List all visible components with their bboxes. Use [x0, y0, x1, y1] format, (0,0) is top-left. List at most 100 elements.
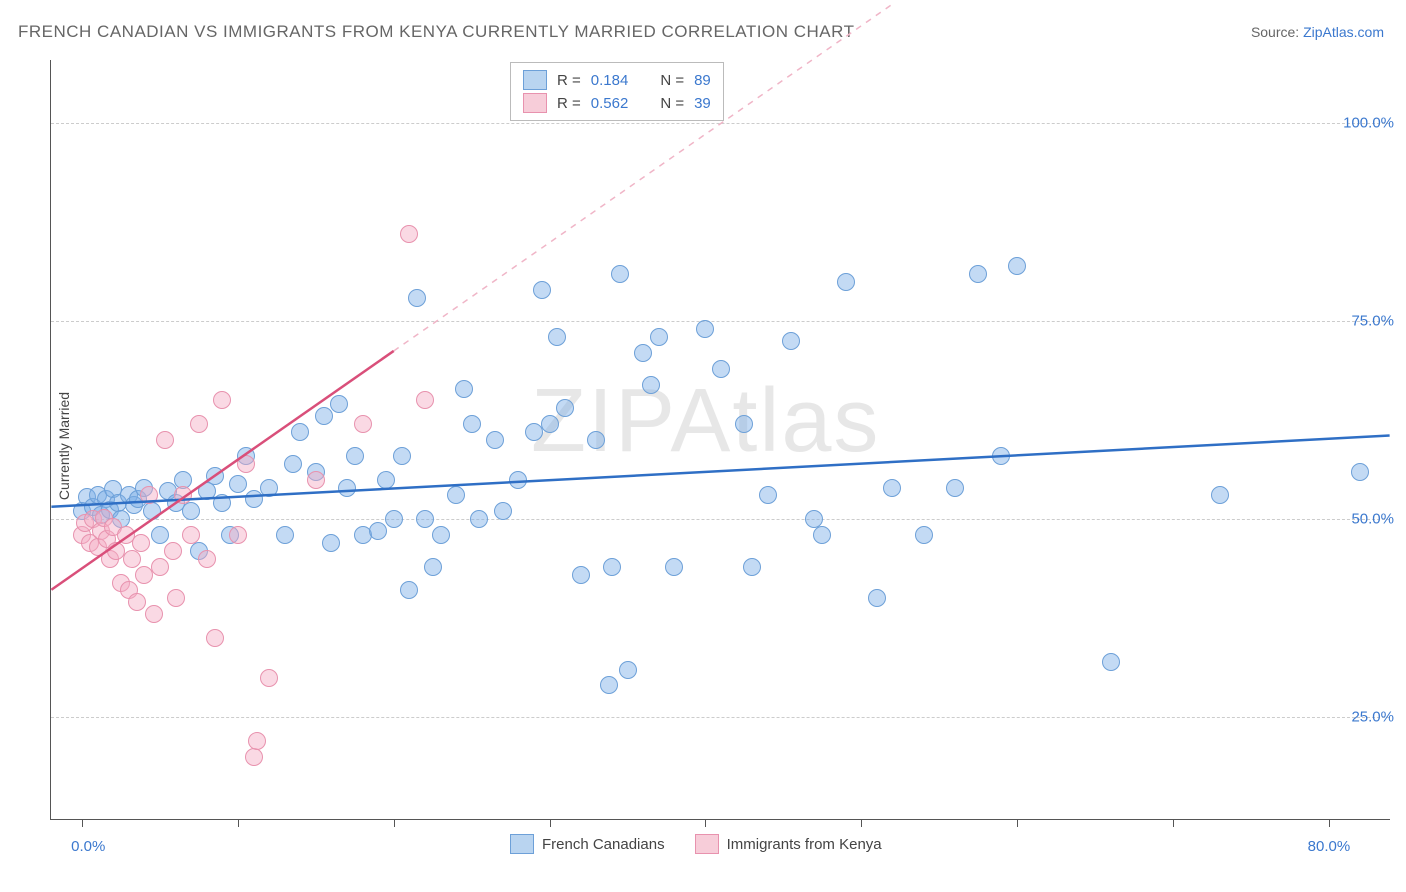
data-point: [322, 534, 340, 552]
data-point: [642, 376, 660, 394]
data-point: [696, 320, 714, 338]
data-point: [123, 550, 141, 568]
legend-label: Immigrants from Kenya: [727, 836, 882, 853]
data-point: [151, 526, 169, 544]
data-point: [416, 510, 434, 528]
data-point: [128, 593, 146, 611]
data-point: [992, 447, 1010, 465]
data-point: [330, 395, 348, 413]
data-point: [276, 526, 294, 544]
data-point: [174, 486, 192, 504]
data-point: [377, 471, 395, 489]
legend-label: French Canadians: [542, 836, 665, 853]
data-point: [182, 526, 200, 544]
data-point: [416, 391, 434, 409]
data-point: [735, 415, 753, 433]
data-point: [156, 431, 174, 449]
data-point: [883, 479, 901, 497]
data-point: [603, 558, 621, 576]
data-point: [245, 748, 263, 766]
gridline-h: [51, 321, 1390, 322]
legend-row: R = 0.562N = 39: [523, 93, 711, 113]
data-point: [315, 407, 333, 425]
data-point: [338, 479, 356, 497]
x-tick: [394, 819, 395, 827]
legend-swatch: [695, 834, 719, 854]
data-point: [634, 344, 652, 362]
data-point: [260, 669, 278, 687]
data-point: [556, 399, 574, 417]
data-point: [470, 510, 488, 528]
data-point: [587, 431, 605, 449]
data-point: [291, 423, 309, 441]
data-point: [600, 676, 618, 694]
source-link[interactable]: ZipAtlas.com: [1303, 24, 1384, 40]
data-point: [969, 265, 987, 283]
data-point: [424, 558, 442, 576]
chart-title: FRENCH CANADIAN VS IMMIGRANTS FROM KENYA…: [18, 22, 854, 42]
data-point: [140, 486, 158, 504]
x-tick: [861, 819, 862, 827]
data-point: [541, 415, 559, 433]
data-point: [572, 566, 590, 584]
legend-swatch: [523, 70, 547, 90]
data-point: [455, 380, 473, 398]
chart-plot-area: ZIPAtlas: [50, 60, 1390, 820]
data-point: [164, 542, 182, 560]
correlation-legend: R = 0.184N = 89R = 0.562N = 39: [510, 62, 724, 121]
data-point: [206, 467, 224, 485]
gridline-h: [51, 123, 1390, 124]
data-point: [167, 589, 185, 607]
data-point: [145, 605, 163, 623]
data-point: [712, 360, 730, 378]
gridline-h: [51, 519, 1390, 520]
data-point: [743, 558, 761, 576]
data-point: [260, 479, 278, 497]
data-point: [248, 732, 266, 750]
data-point: [782, 332, 800, 350]
data-point: [509, 471, 527, 489]
trend-lines-layer: [51, 60, 1390, 819]
y-tick-label: 100.0%: [1343, 115, 1394, 132]
data-point: [151, 558, 169, 576]
data-point: [868, 589, 886, 607]
data-point: [759, 486, 777, 504]
series-legend: French Canadians Immigrants from Kenya: [510, 834, 882, 854]
data-point: [915, 526, 933, 544]
data-point: [1351, 463, 1369, 481]
data-point: [198, 550, 216, 568]
legend-item: Immigrants from Kenya: [695, 834, 882, 854]
watermark: ZIPAtlas: [531, 370, 880, 473]
data-point: [229, 475, 247, 493]
legend-swatch: [510, 834, 534, 854]
data-point: [813, 526, 831, 544]
data-point: [198, 482, 216, 500]
data-point: [284, 455, 302, 473]
data-point: [307, 471, 325, 489]
data-point: [1211, 486, 1229, 504]
gridline-h: [51, 717, 1390, 718]
data-point: [206, 629, 224, 647]
x-tick: [82, 819, 83, 827]
data-point: [346, 447, 364, 465]
data-point: [190, 415, 208, 433]
data-point: [400, 581, 418, 599]
x-tick: [705, 819, 706, 827]
data-point: [354, 415, 372, 433]
x-tick: [238, 819, 239, 827]
x-tick: [1017, 819, 1018, 827]
data-point: [611, 265, 629, 283]
data-point: [665, 558, 683, 576]
data-point: [369, 522, 387, 540]
data-point: [463, 415, 481, 433]
data-point: [946, 479, 964, 497]
data-point: [650, 328, 668, 346]
data-point: [486, 431, 504, 449]
data-point: [533, 281, 551, 299]
y-tick-label: 75.0%: [1351, 313, 1394, 330]
data-point: [1102, 653, 1120, 671]
data-point: [447, 486, 465, 504]
data-point: [182, 502, 200, 520]
data-point: [213, 391, 231, 409]
data-point: [408, 289, 426, 307]
